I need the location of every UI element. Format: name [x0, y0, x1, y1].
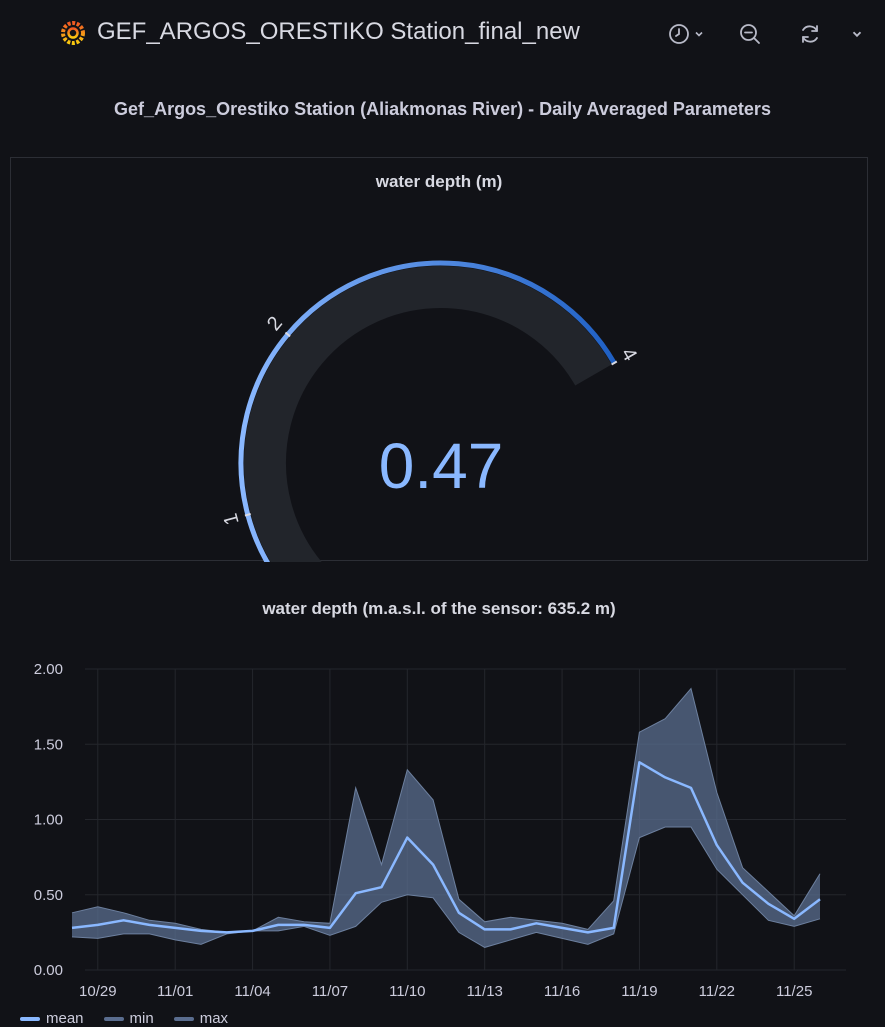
legend-label-mean: mean: [46, 1010, 84, 1027]
legend-item-min[interactable]: min: [103, 1010, 154, 1027]
gauge-tick-mark: [284, 331, 291, 338]
gauge-tick-label: 1: [220, 511, 244, 527]
series-min-line: [71, 826, 821, 948]
gauge-tick-label: 2: [263, 312, 287, 335]
timeseries-panel[interactable]: water depth (m.a.s.l. of the sensor: 635…: [10, 585, 868, 1024]
time-picker-button[interactable]: [668, 20, 705, 48]
zoom-out-button[interactable]: [738, 20, 762, 48]
grafana-logo-icon[interactable]: [60, 20, 86, 46]
refresh-icon: [802, 25, 818, 43]
legend-swatch-mean: [20, 1016, 40, 1021]
legend-item-mean[interactable]: mean: [20, 1010, 84, 1027]
gauge-tick-mark: [244, 513, 251, 517]
x-tick-label: 11/01: [157, 983, 193, 1000]
x-tick-label: 11/16: [544, 983, 580, 1000]
y-tick-label: 2.00: [34, 661, 63, 678]
gauge-value-text: 0.47: [379, 430, 504, 502]
x-tick-label: 11/19: [621, 983, 657, 1000]
refresh-button[interactable]: [798, 20, 822, 48]
gauge-tick-mark: [611, 360, 618, 366]
water-depth-chart: 0.00 0.50 1.00 1.50 2.00 10/29 11/01 11/04 11/07…: [34, 661, 846, 1000]
refresh-interval-dropdown[interactable]: [850, 20, 864, 48]
y-tick-label: 1.50: [34, 736, 63, 753]
top-navbar: GEF_ARGOS_ORESTIKO Station_final_new: [0, 0, 885, 70]
x-tick-label: 11/07: [312, 983, 348, 1000]
series-mean-line: [71, 761, 821, 934]
y-tick-label: 0.50: [34, 887, 63, 904]
series-min-max-band: [72, 688, 820, 948]
dashboard-name[interactable]: GEF_ARGOS_ORESTIKO Station_final_new: [97, 18, 580, 45]
x-tick-label: 10/29: [79, 983, 117, 1000]
y-tick-label: 0.00: [34, 962, 63, 979]
gauge-panel[interactable]: water depth (m) 01240.47: [10, 157, 868, 562]
clock-icon: [669, 24, 689, 44]
zoom-out-icon: [740, 24, 760, 44]
chart-legend: mean min max: [20, 1010, 228, 1027]
legend-swatch-min: [103, 1016, 124, 1021]
series-max-line: [71, 687, 821, 933]
gauge-tick-label: 4: [616, 344, 641, 365]
legend-label-min: min: [129, 1010, 154, 1027]
gauge-track: [244, 266, 612, 562]
x-tick-label: 11/10: [389, 983, 425, 1000]
chevron-down-icon: [695, 31, 703, 37]
x-tick-label: 11/25: [776, 983, 812, 1000]
water-depth-gauge: 01240.47: [220, 260, 641, 562]
legend-swatch-max: [173, 1016, 194, 1021]
chevron-down-icon: [852, 31, 862, 38]
chart-panel-title[interactable]: water depth (m.a.s.l. of the sensor: 635…: [262, 599, 616, 618]
dashboard-text-title: Gef_Argos_Orestiko Station (Aliakmonas R…: [114, 99, 771, 119]
x-tick-label: 11/22: [699, 983, 735, 1000]
legend-item-max[interactable]: max: [173, 1010, 229, 1027]
y-tick-label: 1.00: [34, 812, 63, 829]
x-tick-label: 11/13: [466, 983, 502, 1000]
legend-label-max: max: [199, 1010, 229, 1027]
gauge-panel-title[interactable]: water depth (m): [375, 172, 503, 191]
x-tick-label: 11/04: [234, 983, 270, 1000]
